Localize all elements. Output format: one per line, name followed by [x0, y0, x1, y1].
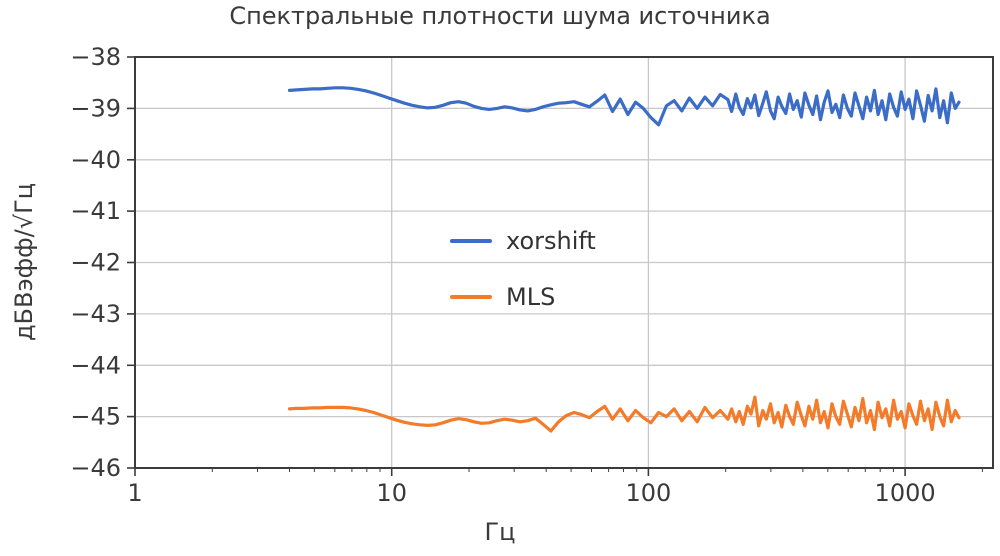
y-tick-label: −46 — [70, 454, 121, 482]
y-tick-label: −39 — [70, 94, 121, 122]
y-tick-label: −38 — [70, 43, 121, 71]
x-axis-label: Гц — [484, 518, 516, 546]
y-tick-label: −42 — [70, 249, 121, 277]
y-tick-label: −43 — [70, 300, 121, 328]
y-axis-label: дБВэфф/√Гц — [10, 182, 38, 342]
legend-entry-mls: MLS — [450, 282, 596, 312]
series-line-xorshift — [287, 86, 961, 127]
legend-swatch-mls — [450, 295, 492, 299]
legend-swatch-xorshift — [450, 239, 492, 243]
y-tick-label: −45 — [70, 403, 121, 431]
x-tick-label: 100 — [625, 479, 671, 507]
series-line-MLS — [287, 395, 961, 433]
x-tick-label: 10 — [376, 479, 407, 507]
y-tick-label: −40 — [70, 146, 121, 174]
legend-entry-xorshift: xorshift — [450, 226, 596, 256]
chart-title: Спектральные плотности шума источника — [229, 2, 771, 30]
y-tick-label: −44 — [70, 351, 121, 379]
legend: xorshift MLS — [450, 226, 596, 312]
y-tick-label: −41 — [70, 197, 121, 225]
x-tick-label: 1 — [127, 479, 142, 507]
x-tick-label: 1000 — [875, 479, 936, 507]
legend-label-mls: MLS — [506, 283, 556, 311]
legend-label-xorshift: xorshift — [506, 227, 596, 255]
